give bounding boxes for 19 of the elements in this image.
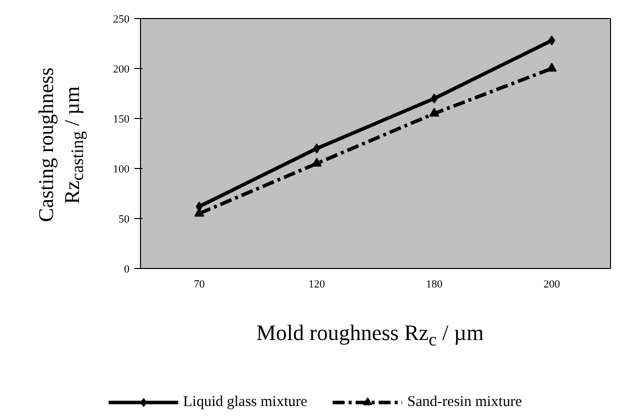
x-tick-label: 200 (544, 278, 560, 290)
y-tick-label: 0 (124, 264, 130, 276)
point (548, 36, 556, 46)
point (312, 158, 322, 167)
y-tick-label: 250 (113, 14, 130, 26)
x-tick-label: 180 (426, 278, 443, 290)
x-tick-label: 120 (308, 278, 326, 290)
x-axis-title: Mold roughness Rz$_{c}$ / µm (255, 319, 485, 352)
point (546, 62, 557, 72)
y-tick-label: 50 (118, 214, 130, 226)
point (313, 144, 320, 154)
point (429, 108, 440, 117)
point (430, 94, 438, 104)
y-tick-label: 200 (113, 64, 130, 76)
y-tick-label: 150 (113, 114, 130, 126)
y-tick-label: 100 (113, 164, 130, 176)
legend-label: Liquid glass mixture (183, 394, 308, 410)
legend-label: Sand-resin mixture (407, 394, 522, 410)
x-tick-label: 70 (194, 278, 206, 290)
